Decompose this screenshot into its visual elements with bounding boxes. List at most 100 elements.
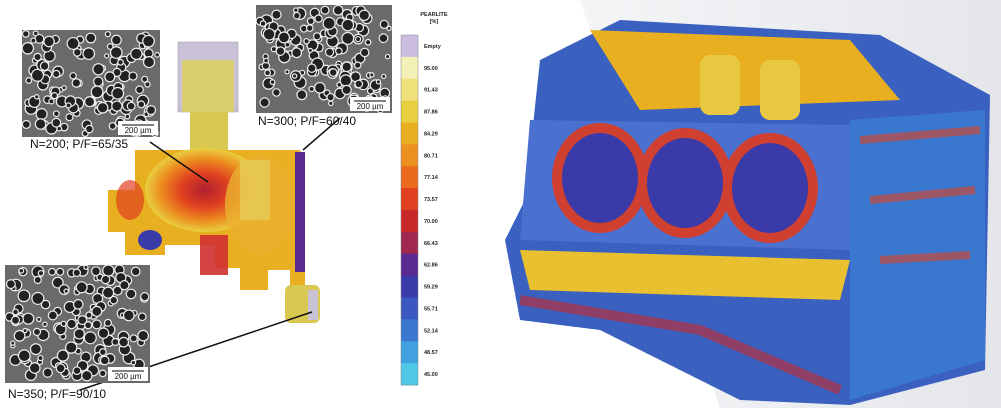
grain xyxy=(342,85,351,94)
legend-label: 87.86 xyxy=(424,110,438,116)
grain xyxy=(131,48,142,59)
grain xyxy=(326,48,334,56)
legend-label: 80.71 xyxy=(424,153,438,159)
legend-swatch xyxy=(401,232,418,254)
grain xyxy=(49,268,56,275)
grain xyxy=(314,33,321,40)
legend-label: 55.71 xyxy=(424,306,438,312)
grain xyxy=(51,93,57,99)
grain xyxy=(327,94,334,101)
legend-swatch xyxy=(401,79,418,101)
grain xyxy=(105,54,109,58)
legend-swatch xyxy=(401,319,418,341)
grain xyxy=(131,267,140,276)
grain xyxy=(329,69,337,77)
scale-label: 200 µm xyxy=(357,102,384,111)
grain xyxy=(129,72,137,80)
legend-label: 91.43 xyxy=(424,88,438,94)
grain xyxy=(138,101,145,108)
grain xyxy=(333,6,343,16)
grain xyxy=(66,103,71,108)
grain xyxy=(126,289,135,298)
grain xyxy=(361,48,369,56)
grain xyxy=(308,48,312,52)
grain xyxy=(7,280,16,289)
grain xyxy=(112,35,122,45)
grain xyxy=(308,64,316,72)
grain xyxy=(103,265,114,276)
grain xyxy=(73,367,81,375)
micrograph-label: N=300; P/F=60/40 xyxy=(258,114,356,128)
grain xyxy=(265,70,271,76)
grain xyxy=(23,329,27,333)
grain xyxy=(74,329,84,339)
grain xyxy=(141,293,149,301)
grain xyxy=(74,49,81,56)
grain xyxy=(124,310,135,321)
grain xyxy=(29,363,40,374)
grain xyxy=(260,98,269,107)
grain xyxy=(86,312,92,318)
grain xyxy=(340,75,351,86)
grain xyxy=(379,34,388,43)
grain xyxy=(294,8,298,12)
grain xyxy=(294,12,301,19)
grain xyxy=(304,39,309,44)
grain xyxy=(12,316,20,324)
grain xyxy=(43,322,47,326)
legend-swatch xyxy=(401,276,418,298)
legend-label: 48.57 xyxy=(424,350,438,356)
grain xyxy=(57,126,62,131)
grain xyxy=(33,328,40,335)
grain xyxy=(98,328,108,338)
legend-label: 59.29 xyxy=(424,285,438,291)
grain xyxy=(359,10,369,20)
grain xyxy=(105,32,110,37)
grain xyxy=(36,109,47,120)
micrograph: 200 µm xyxy=(22,30,160,137)
grain xyxy=(263,29,275,41)
grain xyxy=(82,371,92,381)
grain xyxy=(40,62,48,70)
grain xyxy=(67,38,79,50)
grain xyxy=(272,10,281,19)
legend-swatch xyxy=(401,35,418,57)
grain xyxy=(279,32,290,43)
scale-label: 200 µm xyxy=(115,372,142,381)
legend-unit: [%] xyxy=(430,19,439,25)
grain xyxy=(11,341,15,345)
legend-swatch xyxy=(401,166,418,188)
micrograph-label: N=200; P/F=65/35 xyxy=(30,137,128,151)
grain xyxy=(100,349,107,356)
grain xyxy=(84,265,88,269)
grain xyxy=(23,313,34,324)
grain xyxy=(94,77,103,86)
grain xyxy=(101,275,109,283)
grain xyxy=(292,48,302,58)
figure-canvas: PEARLITE [%] Empty95.0091.4387.8684.2980… xyxy=(0,0,1001,408)
grain xyxy=(112,338,119,345)
grain xyxy=(53,70,60,77)
grain xyxy=(31,38,36,43)
grain xyxy=(370,73,374,77)
grain xyxy=(315,83,326,94)
grain xyxy=(110,47,122,59)
engine-block xyxy=(505,20,990,405)
legend-swatch xyxy=(401,254,418,276)
grain xyxy=(127,102,135,110)
legend-swatch xyxy=(401,57,418,79)
grain xyxy=(93,64,104,75)
legend-swatch xyxy=(401,210,418,232)
grain xyxy=(57,268,64,275)
grain xyxy=(323,17,335,29)
grain xyxy=(144,57,155,68)
grain xyxy=(23,31,30,38)
grain xyxy=(112,101,122,111)
grain xyxy=(84,332,96,344)
grain xyxy=(74,300,83,309)
grain xyxy=(315,15,322,22)
grain xyxy=(73,269,80,276)
grain xyxy=(85,97,95,107)
grain xyxy=(385,54,389,58)
grain xyxy=(91,86,103,98)
